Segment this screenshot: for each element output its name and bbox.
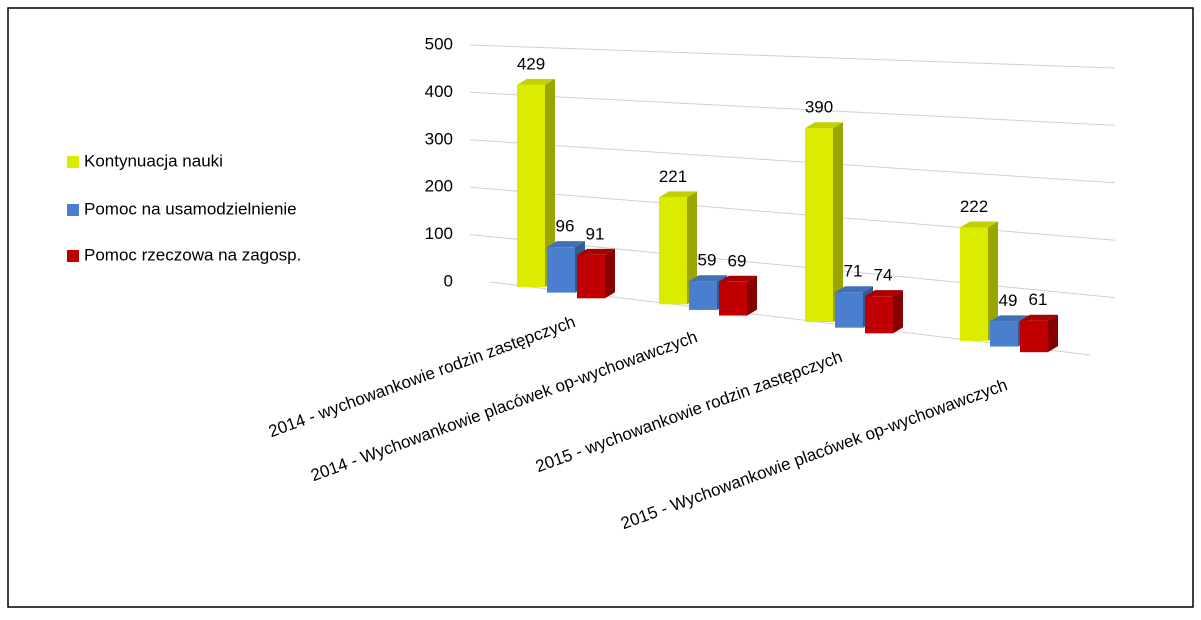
- y-tick-label: 200: [425, 177, 453, 196]
- bar-side: [1048, 314, 1058, 353]
- data-label: 59: [698, 251, 717, 270]
- bar-side: [893, 290, 903, 334]
- bar-top: [577, 248, 615, 255]
- bar-top: [960, 221, 998, 228]
- bar-side: [988, 221, 998, 341]
- data-label: 390: [805, 98, 833, 117]
- bar-side: [747, 275, 757, 316]
- bar-side: [833, 122, 843, 323]
- grid-line: [469, 44, 1116, 69]
- bar: [960, 221, 998, 341]
- legend-label: Kontynuacja nauki: [84, 151, 223, 170]
- grid-line: [469, 186, 1116, 241]
- bar-top: [805, 122, 843, 129]
- bar-side: [545, 78, 555, 287]
- bar: [517, 78, 555, 287]
- bar: [805, 122, 843, 323]
- legend-label: Pomoc na usamodzielnienie: [84, 199, 297, 218]
- y-tick-label: 400: [425, 82, 453, 101]
- bar: [659, 191, 697, 305]
- y-tick-label: 0: [444, 271, 453, 290]
- bar-front: [577, 254, 605, 299]
- bar-front: [547, 247, 575, 293]
- y-tick-label: 100: [425, 224, 453, 243]
- data-label: 71: [844, 262, 863, 281]
- bar-top: [689, 275, 727, 282]
- y-tick-label: 500: [425, 34, 453, 53]
- bar-side: [687, 191, 697, 305]
- grid-line: [469, 139, 1116, 184]
- bar-front: [865, 296, 893, 334]
- data-label: 49: [999, 291, 1018, 310]
- bar-top: [719, 275, 757, 282]
- data-label: 61: [1029, 290, 1048, 309]
- bar-side: [605, 248, 615, 299]
- bar-front: [960, 227, 988, 341]
- data-label: 222: [960, 197, 988, 216]
- data-label: 96: [556, 217, 575, 236]
- bar-front: [990, 321, 1018, 347]
- data-label: 74: [874, 266, 893, 285]
- bar-front: [1020, 320, 1048, 353]
- legend-swatch: [67, 156, 79, 168]
- bar-top: [865, 290, 903, 297]
- bar-top: [990, 315, 1028, 322]
- legend-label: Pomoc rzeczowa na zagosp.: [84, 245, 301, 264]
- data-label: 69: [728, 251, 747, 270]
- bar-front: [719, 281, 747, 316]
- bar: [865, 290, 903, 334]
- bar-front: [517, 84, 545, 287]
- bar-front: [835, 292, 863, 328]
- y-tick-label: 300: [425, 129, 453, 148]
- legend-swatch: [67, 204, 79, 216]
- bar: [719, 275, 757, 316]
- data-label: 429: [517, 54, 545, 73]
- bar-top: [547, 241, 585, 248]
- bar-top: [517, 78, 555, 85]
- data-label: 91: [586, 224, 605, 243]
- bar-top: [835, 286, 873, 293]
- legend-swatch: [67, 250, 79, 262]
- bar: [1020, 314, 1058, 353]
- bar-top: [1020, 314, 1058, 321]
- grid-line: [469, 91, 1116, 126]
- bar-front: [805, 128, 833, 323]
- bar-front: [689, 281, 717, 310]
- bar: [577, 248, 615, 299]
- bar-top: [659, 191, 697, 198]
- bar-front: [659, 197, 687, 305]
- data-label: 221: [659, 167, 687, 186]
